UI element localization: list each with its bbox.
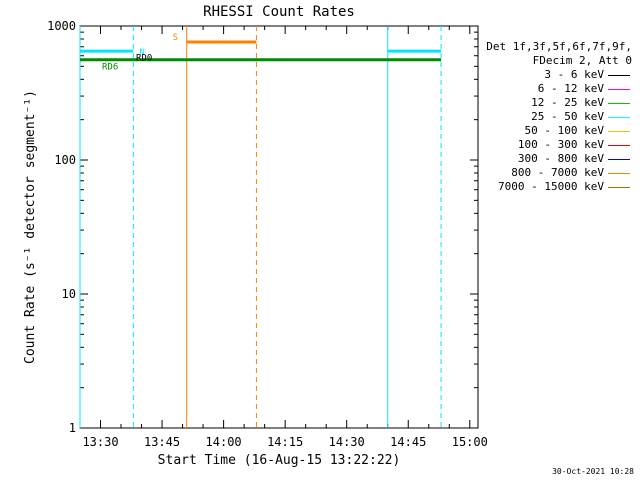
legend-item: 800 - 7000 keV	[480, 166, 632, 180]
chart-title: RHESSI Count Rates	[203, 4, 355, 20]
flag-label-s: S	[173, 33, 178, 43]
x-tick-label: 14:45	[390, 435, 426, 449]
legend-item: 12 - 25 keV	[480, 96, 632, 110]
legend-swatch	[608, 89, 630, 90]
y-tick-label: 100	[54, 153, 76, 167]
y-tick-label: 1	[69, 421, 76, 435]
flag-label-rd0: RD0	[136, 54, 152, 64]
legend-item: 6 - 12 keV	[480, 82, 632, 96]
legend-item: 3 - 6 keV	[480, 68, 632, 82]
legend-swatch	[608, 159, 630, 160]
plot-frame	[79, 25, 479, 429]
legend-swatch	[608, 117, 630, 118]
y-tick-label: 10	[62, 287, 76, 301]
legend-item: 50 - 100 keV	[480, 124, 632, 138]
legend-item-label: 3 - 6 keV	[544, 68, 604, 81]
flag-label-n: N	[139, 48, 144, 58]
legend-item-label: 7000 - 15000 keV	[498, 180, 604, 193]
x-tick-label: 14:15	[267, 435, 303, 449]
legend-item-label: 800 - 7000 keV	[511, 166, 604, 179]
y-axis-label: Count Rate (s⁻¹ detector segment⁻¹)	[23, 90, 38, 364]
legend-item-label: 6 - 12 keV	[537, 82, 604, 95]
legend: Det 1f,3f,5f,6f,7f,9f, FDecim 2, Att 0 3…	[480, 40, 632, 194]
legend-swatch	[608, 173, 630, 174]
legend-item: 7000 - 15000 keV	[480, 180, 632, 194]
legend-swatch	[608, 103, 630, 104]
x-tick-label: 14:00	[206, 435, 242, 449]
legend-header-line-2: FDecim 2, Att 0	[532, 54, 632, 67]
x-axis-label: Start Time (16-Aug-15 13:22:22)	[158, 453, 401, 468]
legend-item-label: 25 - 50 keV	[531, 110, 604, 123]
x-tick-label: 15:00	[452, 435, 488, 449]
x-tick-label: 14:30	[329, 435, 365, 449]
legend-swatch	[608, 131, 630, 132]
footer-timestamp: 30-Oct-2021 10:28	[552, 467, 634, 476]
y-tick-label: 1000	[47, 19, 76, 33]
legend-item: 100 - 300 keV	[480, 138, 632, 152]
x-tick-label: 13:30	[82, 435, 118, 449]
legend-swatch	[608, 145, 630, 146]
legend-swatch	[608, 75, 630, 76]
legend-item: 300 - 800 keV	[480, 152, 632, 166]
x-tick-label: 13:45	[144, 435, 180, 449]
legend-item: 25 - 50 keV	[480, 110, 632, 124]
legend-item-label: 300 - 800 keV	[517, 152, 604, 165]
legend-swatch	[608, 187, 630, 188]
legend-item-label: 50 - 100 keV	[524, 124, 604, 137]
flag-label-rd6: RD6	[102, 63, 118, 73]
legend-item-label: 100 - 300 keV	[517, 138, 604, 151]
legend-item-label: 12 - 25 keV	[531, 96, 604, 109]
legend-header-line-1: Det 1f,3f,5f,6f,7f,9f,	[486, 40, 632, 53]
